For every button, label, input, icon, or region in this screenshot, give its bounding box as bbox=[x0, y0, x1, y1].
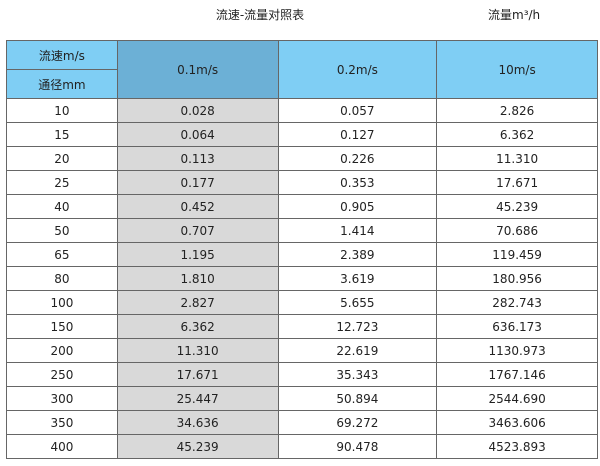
flow-cell: 1.414 bbox=[277, 218, 438, 243]
table-row: 250 17.671 35.343 1767.146 bbox=[6, 362, 598, 387]
flow-cell: 1767.146 bbox=[436, 362, 598, 387]
flow-cell: 0.452 bbox=[116, 194, 279, 219]
flow-cell: 70.686 bbox=[436, 218, 598, 243]
flow-cell: 0.028 bbox=[116, 98, 279, 123]
flow-cell: 34.636 bbox=[116, 410, 279, 435]
flow-cell: 4523.893 bbox=[436, 434, 598, 459]
column-header: 10m/s bbox=[436, 40, 598, 99]
diameter-cell: 25 bbox=[6, 170, 118, 195]
table-row: 15 0.064 0.127 6.362 bbox=[6, 122, 598, 147]
flow-cell: 0.177 bbox=[116, 170, 279, 195]
flow-cell: 1.195 bbox=[116, 242, 279, 267]
velocity-header: 流速m/s bbox=[6, 40, 118, 70]
flow-cell: 25.447 bbox=[116, 386, 279, 411]
table-row: 10 0.028 0.057 2.826 bbox=[6, 98, 598, 123]
column-header: 0.1m/s bbox=[116, 40, 279, 99]
flow-cell: 12.723 bbox=[277, 314, 438, 339]
flow-cell: 35.343 bbox=[277, 362, 438, 387]
diameter-cell: 400 bbox=[6, 434, 118, 459]
flow-cell: 0.057 bbox=[277, 98, 438, 123]
flow-cell: 69.272 bbox=[277, 410, 438, 435]
diameter-header: 通径mm bbox=[6, 69, 118, 99]
table-row: 400 45.239 90.478 4523.893 bbox=[6, 434, 598, 459]
table-row: 100 2.827 5.655 282.743 bbox=[6, 290, 598, 315]
flow-cell: 180.956 bbox=[436, 266, 598, 291]
table-row: 50 0.707 1.414 70.686 bbox=[6, 218, 598, 243]
flow-cell: 6.362 bbox=[116, 314, 279, 339]
unit-label: 流量m³/h bbox=[488, 8, 541, 22]
flow-cell: 11.310 bbox=[436, 146, 598, 171]
table-title: 流速-流量对照表 bbox=[215, 8, 305, 22]
table-row: 150 6.362 12.723 636.173 bbox=[6, 314, 598, 339]
flow-cell: 0.707 bbox=[116, 218, 279, 243]
table-row: 350 34.636 69.272 3463.606 bbox=[6, 410, 598, 435]
diameter-cell: 10 bbox=[6, 98, 118, 123]
flow-cell: 11.310 bbox=[116, 338, 279, 363]
flow-cell: 17.671 bbox=[436, 170, 598, 195]
flow-cell: 50.894 bbox=[277, 386, 438, 411]
diameter-cell: 80 bbox=[6, 266, 118, 291]
flow-cell: 1130.973 bbox=[436, 338, 598, 363]
flow-cell: 0.113 bbox=[116, 146, 279, 171]
diameter-cell: 100 bbox=[6, 290, 118, 315]
flow-cell: 0.905 bbox=[277, 194, 438, 219]
flow-cell: 6.362 bbox=[436, 122, 598, 147]
flow-table: 流速m/s 0.1m/s 0.2m/s 10m/s 通径mm 10 0.028 0.… bbox=[6, 40, 598, 459]
flow-cell: 17.671 bbox=[116, 362, 279, 387]
column-header: 0.2m/s bbox=[277, 40, 438, 99]
flow-cell: 2.827 bbox=[116, 290, 279, 315]
table-row: 40 0.452 0.905 45.239 bbox=[6, 194, 598, 219]
table-row: 25 0.177 0.353 17.671 bbox=[6, 170, 598, 195]
table-row: 20 0.113 0.226 11.310 bbox=[6, 146, 598, 171]
flow-cell: 2544.690 bbox=[436, 386, 598, 411]
diameter-cell: 50 bbox=[6, 218, 118, 243]
flow-cell: 3463.606 bbox=[436, 410, 598, 435]
flow-cell: 119.459 bbox=[436, 242, 598, 267]
diameter-cell: 300 bbox=[6, 386, 118, 411]
diameter-cell: 250 bbox=[6, 362, 118, 387]
flow-cell: 282.743 bbox=[436, 290, 598, 315]
flow-cell: 2.826 bbox=[436, 98, 598, 123]
table-row: 65 1.195 2.389 119.459 bbox=[6, 242, 598, 267]
diameter-cell: 350 bbox=[6, 410, 118, 435]
flow-cell: 22.619 bbox=[277, 338, 438, 363]
flow-cell: 90.478 bbox=[277, 434, 438, 459]
flow-cell: 1.810 bbox=[116, 266, 279, 291]
flow-cell: 0.064 bbox=[116, 122, 279, 147]
flow-cell: 45.239 bbox=[436, 194, 598, 219]
diameter-cell: 200 bbox=[6, 338, 118, 363]
diameter-cell: 150 bbox=[6, 314, 118, 339]
diameter-cell: 15 bbox=[6, 122, 118, 147]
table-row: 300 25.447 50.894 2544.690 bbox=[6, 386, 598, 411]
flow-cell: 0.226 bbox=[277, 146, 438, 171]
flow-cell: 3.619 bbox=[277, 266, 438, 291]
flow-cell: 5.655 bbox=[277, 290, 438, 315]
diameter-cell: 20 bbox=[6, 146, 118, 171]
table-row: 200 11.310 22.619 1130.973 bbox=[6, 338, 598, 363]
diameter-cell: 65 bbox=[6, 242, 118, 267]
flow-cell: 0.353 bbox=[277, 170, 438, 195]
flow-cell: 2.389 bbox=[277, 242, 438, 267]
flow-cell: 0.127 bbox=[277, 122, 438, 147]
diameter-cell: 40 bbox=[6, 194, 118, 219]
flow-cell: 45.239 bbox=[116, 434, 279, 459]
table-row: 80 1.810 3.619 180.956 bbox=[6, 266, 598, 291]
flow-cell: 636.173 bbox=[436, 314, 598, 339]
